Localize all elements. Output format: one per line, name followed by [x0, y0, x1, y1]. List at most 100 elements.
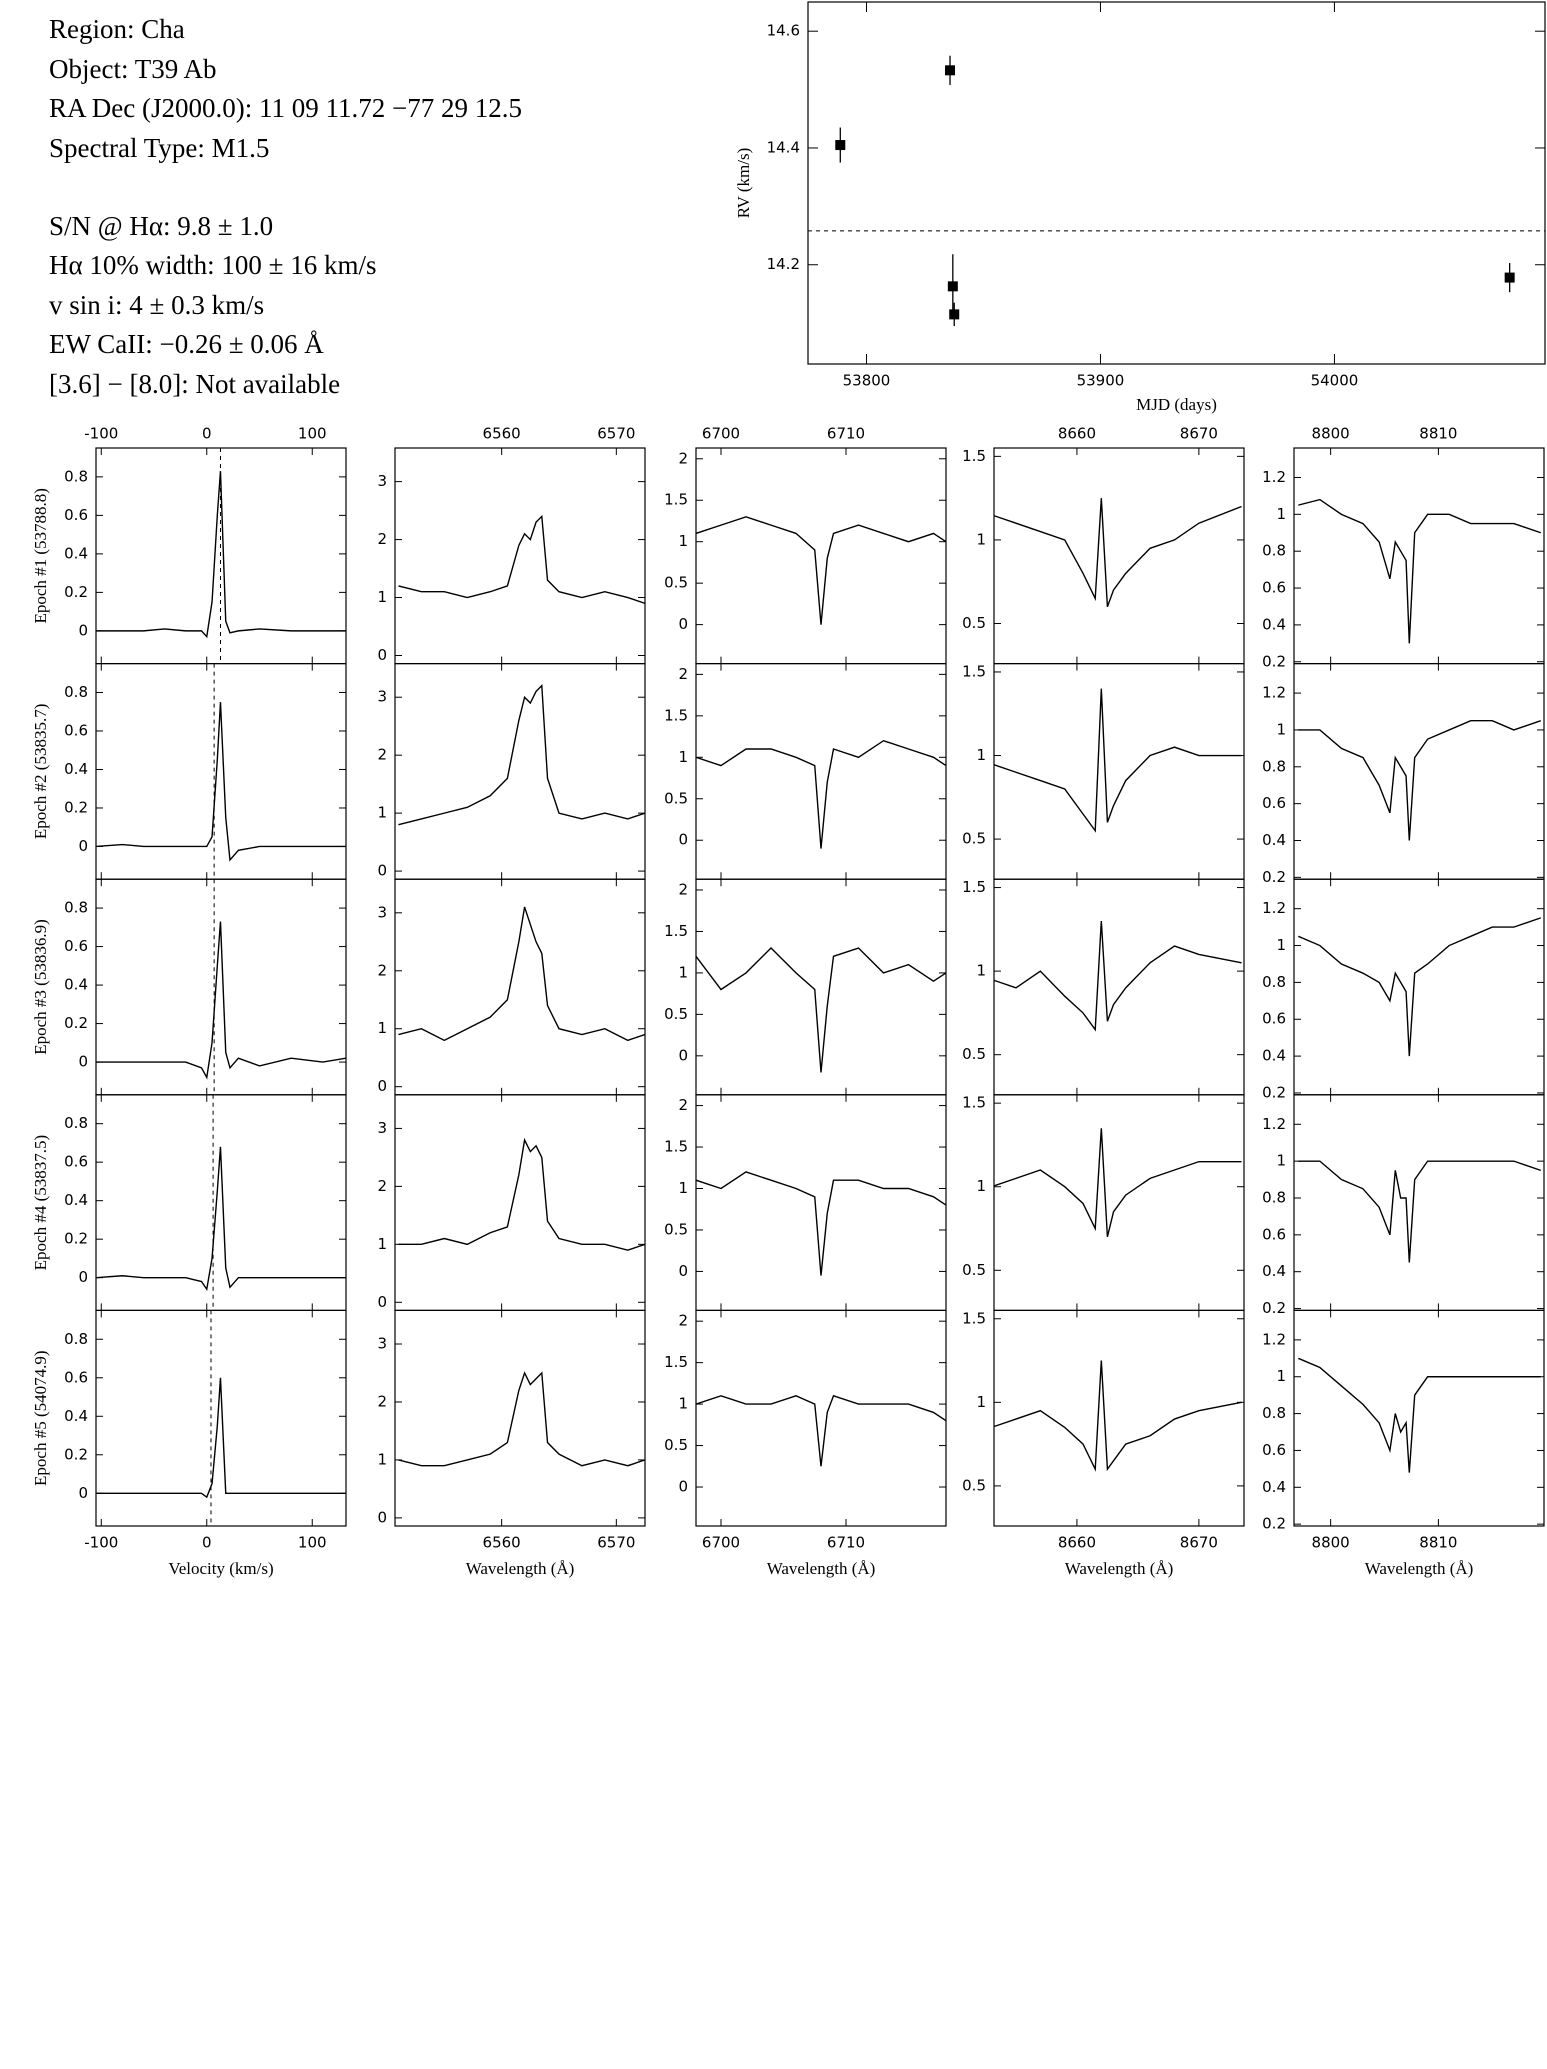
y-tick-label: 0.2 — [64, 798, 88, 816]
x-tick-label: 53800 — [843, 372, 891, 390]
y-tick-label: 0 — [78, 621, 88, 639]
y-tick-label: 1 — [678, 1179, 688, 1197]
y-tick-label: 14.4 — [767, 138, 800, 156]
y-tick-label: 1.5 — [962, 878, 986, 896]
info-line: RA Dec (J2000.0): 11 09 11.72 −77 29 12.… — [49, 93, 522, 123]
y-tick-label: 0 — [377, 1508, 387, 1526]
y-tick-label: 1 — [377, 1235, 387, 1253]
point — [947, 281, 958, 292]
y-tick-label: 0.2 — [1262, 1083, 1286, 1101]
spectrum-line — [1298, 917, 1541, 1057]
spectrum-line — [398, 684, 645, 826]
spectrum-line — [398, 906, 645, 1042]
info-line: Region: Cha — [49, 14, 185, 44]
y-tick-label: 1 — [1276, 1152, 1286, 1170]
y-tick-label: 0 — [678, 1262, 688, 1280]
y-tick-label: 0.4 — [1262, 615, 1286, 633]
y-tick-label: 0.4 — [1262, 1047, 1286, 1065]
y-tick-label: 0 — [678, 615, 688, 633]
point — [835, 140, 846, 151]
spectrum-line — [1298, 498, 1541, 644]
y-tick-label: 0.5 — [962, 614, 986, 632]
y-tick-label: 1.2 — [1262, 468, 1286, 486]
y-axis-label: Epoch #4 (53837.5) — [31, 1135, 50, 1271]
y-tick-label: 1 — [377, 804, 387, 822]
y-tick-label: 0.8 — [1262, 542, 1286, 560]
info-line: S/N @ Hα: 9.8 ± 1.0 — [49, 211, 273, 241]
info-line: [3.6] − [8.0]: Not available — [49, 369, 340, 399]
info-line: Hα 10% width: 100 ± 16 km/s — [49, 250, 376, 280]
plot-frame — [394, 1309, 646, 1527]
spectrum-line — [398, 1371, 645, 1467]
y-tick-label: 0.2 — [64, 1014, 88, 1032]
x-tick-label: 8670 — [1180, 1534, 1218, 1552]
y-tick-label: 0.4 — [1262, 1478, 1286, 1496]
y-tick-label: 0.6 — [1262, 794, 1286, 812]
x-tick-label: 8660 — [1058, 1534, 1096, 1552]
y-tick-label: 1.2 — [1262, 899, 1286, 917]
y-axis-label: Epoch #5 (54074.9) — [31, 1350, 50, 1486]
y-tick-label: 1 — [976, 1393, 986, 1411]
spectrum-line — [96, 921, 346, 1080]
y-tick-label: 1.5 — [664, 706, 688, 724]
spectrum-line — [994, 498, 1242, 608]
y-tick-label: 2 — [678, 449, 688, 467]
y-tick-label: 0.6 — [1262, 1010, 1286, 1028]
y-tick-label: 0.4 — [1262, 1262, 1286, 1280]
y-tick-label: 0 — [78, 1484, 88, 1502]
spectrum-line — [994, 920, 1242, 1032]
y-tick-label: 0.2 — [64, 1445, 88, 1463]
y-tick-label: 1 — [377, 1450, 387, 1468]
y-tick-label: 1 — [678, 963, 688, 981]
y-tick-label: 0.5 — [664, 1005, 688, 1023]
y-tick-label: 0.6 — [64, 1153, 88, 1171]
spectrum-line — [96, 471, 346, 639]
x-axis-label: Velocity (km/s) — [168, 1559, 273, 1578]
y-tick-label: 2 — [377, 961, 387, 979]
y-tick-label: 2 — [377, 746, 387, 764]
y-tick-label: 1.5 — [962, 1094, 986, 1112]
y-axis-label: Epoch #2 (53835.7) — [31, 704, 50, 840]
x-axis-label: MJD (days) — [1136, 395, 1217, 414]
point — [1504, 272, 1515, 283]
y-tick-label: 3 — [377, 903, 387, 921]
y-tick-label: 2 — [678, 880, 688, 898]
y-tick-label: 1 — [976, 746, 986, 764]
plot-frame — [993, 1309, 1245, 1527]
y-tick-label: 1 — [377, 588, 387, 606]
y-tick-label: 2 — [678, 1312, 688, 1330]
spectrum-line — [696, 1394, 946, 1467]
x-tick-label: 0 — [202, 1534, 212, 1552]
y-tick-label: 0.5 — [664, 574, 688, 592]
y-tick-label: 1 — [678, 1395, 688, 1413]
y-tick-label: 0.2 — [64, 1230, 88, 1248]
x-tick-label: 100 — [298, 1534, 327, 1552]
y-tick-label: 1.2 — [1262, 1330, 1286, 1348]
info-line: v sin i: 4 ± 0.3 km/s — [49, 290, 264, 320]
y-tick-label: 3 — [377, 472, 387, 490]
y-tick-label: 2 — [678, 665, 688, 683]
y-tick-label: 0.6 — [64, 721, 88, 739]
y-tick-label: 1 — [976, 962, 986, 980]
y-tick-label: 3 — [377, 688, 387, 706]
x-axis-label: Wavelength (Å) — [1065, 1559, 1174, 1578]
y-tick-label: 0.6 — [64, 1368, 88, 1386]
y-tick-label: 0 — [678, 831, 688, 849]
y-tick-label: 0.2 — [64, 583, 88, 601]
y-tick-label: 0 — [78, 1053, 88, 1071]
spectrum-line — [398, 514, 645, 604]
y-tick-label: 0.2 — [1262, 1299, 1286, 1317]
y-tick-label: 0.8 — [1262, 1404, 1286, 1422]
y-tick-label: 1 — [1276, 1367, 1286, 1385]
y-tick-label: 0.8 — [64, 1114, 88, 1132]
x-tick-label: 6560 — [483, 1534, 521, 1552]
y-tick-label: 1.5 — [962, 1309, 986, 1327]
x-tick-label: -100 — [84, 1534, 118, 1552]
spectrum-line — [96, 1377, 346, 1499]
spectrum-line — [994, 1360, 1242, 1472]
y-tick-label: 0 — [78, 837, 88, 855]
y-tick-label: 0.8 — [1262, 757, 1286, 775]
y-tick-label: 0.6 — [1262, 579, 1286, 597]
spectrum-line — [96, 702, 346, 862]
